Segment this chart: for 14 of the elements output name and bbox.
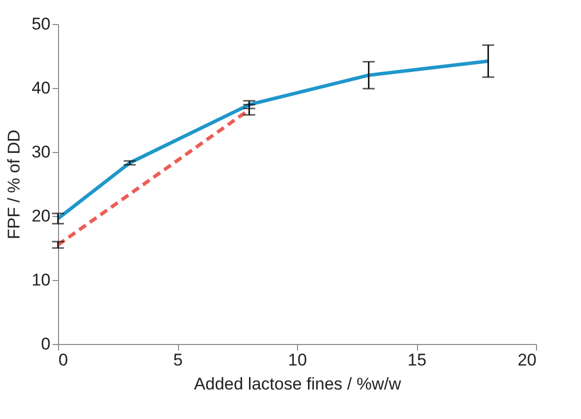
x-tick-label: 5 [173,350,183,370]
x-tick-label: 0 [58,350,68,370]
y-axis-title: FPF / % of DD [4,130,24,240]
x-axis-title: Added lactose fines / %w/w [194,374,402,394]
y-tick-label: 10 [32,270,50,290]
y-tick-label: 50 [32,14,50,34]
y-tick-label: 20 [32,206,50,226]
x-tick-label: 20 [518,350,536,370]
y-tick-label: 40 [32,78,50,98]
y-tick-label: 30 [32,142,50,162]
y-tick-label: 0 [41,334,50,354]
line-series [56,59,490,220]
x-tick-label: 15 [408,350,426,370]
x-tick-label: 10 [288,350,307,370]
